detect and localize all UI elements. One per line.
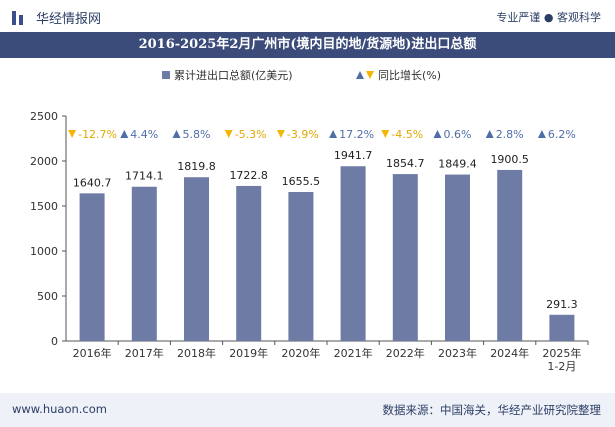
y-tick-label: 500 bbox=[37, 290, 58, 303]
growth-up-triangle-icon bbox=[433, 130, 442, 138]
bar bbox=[236, 185, 262, 341]
brand-logo-icon bbox=[12, 10, 30, 25]
growth-down-triangle-icon bbox=[224, 130, 233, 138]
legend-bar-swatch bbox=[162, 71, 170, 79]
legend: 累计进出口总额(亿美元) 同比增长(%) bbox=[162, 68, 441, 82]
bar-value-label: 1655.5 bbox=[282, 175, 321, 188]
footer: www.huaon.com 数据来源：中国海关，华经产业研究院整理 bbox=[0, 393, 615, 427]
bar-value-label: 1722.8 bbox=[229, 169, 268, 182]
x-tick-label: 2020年 bbox=[281, 346, 320, 360]
growth-up-triangle-icon bbox=[120, 130, 129, 138]
growth-label: 2.8% bbox=[496, 128, 524, 141]
growth-label: -4.5% bbox=[391, 128, 423, 141]
y-tick-label: 2500 bbox=[30, 110, 58, 123]
y-tick-label: 1000 bbox=[30, 245, 58, 258]
growth-up-triangle-icon bbox=[172, 130, 181, 138]
growth-label: -12.7% bbox=[78, 128, 117, 141]
growth-labels: -12.7% 4.4% 5.8% -5.3% -3.9% 17.2% -4.5% 0.6% 2.… bbox=[68, 128, 576, 141]
bar-value-label: 1854.7 bbox=[386, 157, 425, 170]
legend-growth-label: 同比增长(%) bbox=[378, 68, 441, 82]
y-tick-label: 2000 bbox=[30, 155, 58, 168]
legend-up-triangle-icon bbox=[356, 71, 364, 79]
legend-down-triangle-icon bbox=[366, 71, 374, 79]
bar bbox=[131, 186, 157, 341]
bar bbox=[79, 193, 105, 341]
footer-website: www.huaon.com bbox=[12, 402, 107, 416]
bar bbox=[497, 169, 523, 341]
growth-down-triangle-icon bbox=[381, 130, 390, 138]
axes: 0 500 1000 1500 2000 2500 2016年 2017年 2018年 2019年… bbox=[30, 110, 589, 373]
brand: 华经情报网 bbox=[12, 8, 101, 27]
bar-value-label: 291.3 bbox=[546, 298, 578, 311]
bar-value-label: 1819.8 bbox=[177, 160, 216, 173]
x-tick-label: 2023年 bbox=[438, 346, 477, 360]
y-tick-label: 0 bbox=[51, 335, 58, 348]
y-tick-label: 1500 bbox=[30, 200, 58, 213]
bar bbox=[445, 174, 470, 341]
growth-label: 6.2% bbox=[548, 128, 576, 141]
bar-value-label: 1714.1 bbox=[125, 170, 164, 183]
x-tick-label: 1-2月 bbox=[547, 360, 576, 373]
x-tick-label: 2018年 bbox=[177, 346, 216, 360]
top-bar: 华经情报网 专业严谨 ● 客观科学 bbox=[0, 0, 615, 32]
bar-value-label: 1941.7 bbox=[334, 149, 373, 162]
x-tick-label: 2017年 bbox=[125, 346, 164, 360]
growth-down-triangle-icon bbox=[68, 130, 77, 138]
x-tick-label: 2016年 bbox=[73, 346, 112, 360]
chart: 累计进出口总额(亿美元) 同比增长(%) 0 500 1000 1500 2000 250… bbox=[30, 68, 589, 373]
bar-value-label: 1900.5 bbox=[490, 153, 529, 166]
x-tick-label: 2025年 bbox=[542, 346, 581, 360]
x-tick-label: 2019年 bbox=[229, 346, 268, 360]
legend-bar-label: 累计进出口总额(亿美元) bbox=[174, 68, 293, 82]
bar bbox=[549, 314, 575, 341]
x-tick-label: 2021年 bbox=[334, 346, 373, 360]
bar bbox=[392, 174, 418, 341]
growth-up-triangle-icon bbox=[537, 130, 546, 138]
growth-up-triangle-icon bbox=[485, 130, 494, 138]
x-tick-label: 2022年 bbox=[386, 346, 425, 360]
chart-title: 2016-2025年2月广州市(境内目的地/货源地)进出口总额 bbox=[0, 32, 615, 58]
tagline: 专业严谨 ● 客观科学 bbox=[496, 11, 601, 24]
bar bbox=[288, 192, 314, 341]
growth-up-triangle-icon bbox=[329, 130, 338, 138]
footer-source: 数据来源：中国海关，华经产业研究院整理 bbox=[382, 403, 602, 417]
growth-down-triangle-icon bbox=[276, 130, 285, 138]
growth-label: 4.4% bbox=[130, 128, 158, 141]
growth-label: 5.8% bbox=[183, 128, 211, 141]
growth-label: -5.3% bbox=[235, 128, 267, 141]
brand-name: 华经情报网 bbox=[36, 12, 102, 27]
growth-label: -3.9% bbox=[287, 128, 319, 141]
growth-label: 0.6% bbox=[444, 128, 472, 141]
bar bbox=[340, 166, 366, 341]
bars: 1640.7 1714.1 1819.8 1722.8 1655.5 1941.7 1854… bbox=[73, 149, 578, 341]
bar-value-label: 1640.7 bbox=[73, 176, 112, 189]
bar-value-label: 1849.4 bbox=[438, 158, 477, 171]
growth-label: 17.2% bbox=[339, 128, 374, 141]
x-tick-label: 2024年 bbox=[490, 346, 529, 360]
bar bbox=[184, 177, 209, 341]
